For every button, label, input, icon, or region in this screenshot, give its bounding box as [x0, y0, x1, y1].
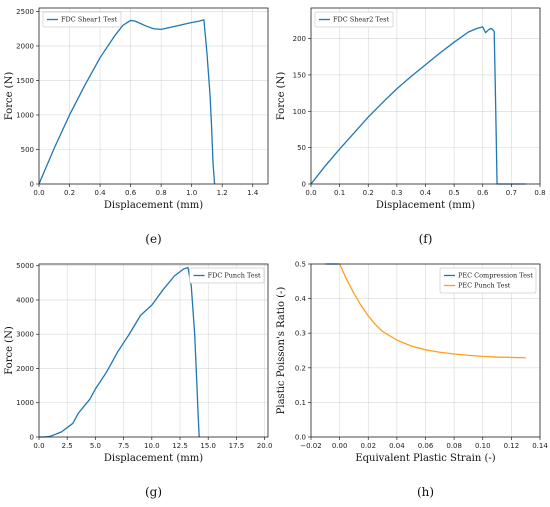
chart-h: −0.02 0.00 0.02 0.04 0.06 0.08 0.10 0.12 0.14 0.0…	[276, 261, 548, 500]
x-axis-label: Displacement (mm)	[376, 200, 475, 211]
y-tick-label: 4000	[16, 296, 34, 304]
legend-box	[189, 267, 265, 284]
y-tick-label: 2000	[16, 365, 34, 373]
y-tick-label: 100	[293, 108, 306, 116]
y-tick-label: 1000	[16, 399, 34, 407]
series-line-2	[339, 263, 526, 359]
legend-entry: PEC Compression Test	[458, 272, 533, 280]
y-tick-label: 50	[297, 144, 306, 152]
y-tick-label: 1000	[16, 111, 34, 119]
panel-caption: (h)	[417, 485, 434, 499]
legend-box	[314, 11, 394, 28]
plot-frame	[38, 7, 269, 185]
y-axis-label: Force (N)	[4, 326, 15, 375]
x-tick-label: 20.0	[257, 442, 273, 450]
y-tick-label: 0.2	[295, 364, 306, 372]
panel-caption: (f)	[419, 232, 433, 246]
x-tick-label: 17.5	[229, 442, 245, 450]
y-tick-label: 0	[30, 181, 34, 189]
legend-entry: FDC Shear2 Test	[333, 16, 389, 24]
x-tick-label: 15.0	[200, 442, 216, 450]
legend: FDC Shear2 Test	[314, 11, 394, 28]
chart-g: 0.0 2.5 5.0 7.5 10.0 12.5 15.0 17.5 20.0 0 1000 200…	[4, 262, 272, 499]
legend: PEC Compression Test PEC Punch Test	[439, 267, 537, 294]
chart-e: 0.0 0.2 0.4 0.6 0.8 1.0 1.2 1.4 0 500 1000 1500 2000…	[4, 7, 269, 246]
x-tick-label: 0.12	[504, 442, 520, 450]
chart-f: 0.0 0.1 0.2 0.3 0.4 0.5 0.6 0.7 0.8 0 50 100 150 200 D…	[276, 7, 546, 246]
x-tick-label: 0.2	[363, 189, 374, 197]
panel-caption: (e)	[145, 232, 161, 246]
x-tick-label: 0.7	[506, 189, 517, 197]
x-tick-label: 0.8	[156, 189, 167, 197]
y-tick-label: 3000	[16, 331, 34, 339]
x-tick-label: 0.5	[449, 189, 460, 197]
series-line-1	[310, 26, 526, 185]
legend-entry: FDC Shear1 Test	[61, 16, 117, 24]
legend: FDC Shear1 Test	[42, 11, 122, 28]
x-tick-label: 2.5	[62, 442, 73, 450]
x-axis-label: Displacement (mm)	[104, 453, 203, 464]
y-tick-label: 500	[21, 146, 34, 154]
x-tick-label: 10.0	[144, 442, 160, 450]
x-tick-label: 0.4	[420, 189, 432, 197]
legend-entry: PEC Punch Test	[458, 282, 511, 290]
x-tick-label: 0.02	[360, 442, 376, 450]
x-tick-label: 0.0	[33, 189, 44, 197]
x-tick-label: 7.5	[118, 442, 129, 450]
y-tick-label: 0	[302, 181, 306, 189]
legend-entry: FDC Punch Test	[208, 272, 261, 280]
x-tick-label: 0.8	[534, 189, 545, 197]
x-tick-label: 1.0	[186, 189, 197, 197]
x-tick-label: 0.1	[334, 189, 345, 197]
y-axis-label: Force (N)	[276, 72, 287, 121]
x-tick-label: 0.0	[33, 442, 44, 450]
x-tick-label: 0.2	[64, 189, 75, 197]
x-tick-label: 5.0	[90, 442, 101, 450]
plot-frame	[38, 263, 269, 438]
y-tick-label: 0.3	[295, 330, 306, 338]
x-axis-label: Displacement (mm)	[104, 200, 203, 211]
panel-caption: (g)	[145, 485, 162, 499]
x-tick-label: 0.6	[477, 189, 489, 197]
x-tick-label: 0.14	[532, 442, 548, 450]
y-tick-label: 0.1	[295, 399, 306, 407]
legend-box	[439, 267, 537, 294]
x-tick-label: 1.4	[247, 189, 259, 197]
y-tick-label: 0.0	[295, 434, 306, 442]
y-tick-label: 1500	[16, 77, 34, 85]
x-tick-label: 0.6	[125, 189, 137, 197]
x-tick-label: 1.2	[217, 189, 228, 197]
y-tick-label: 0.5	[295, 261, 306, 269]
y-tick-label: 0	[30, 434, 34, 442]
series-line-1	[39, 266, 200, 438]
y-tick-label: 150	[293, 71, 306, 79]
x-tick-label: 0.0	[305, 189, 316, 197]
x-tick-label: 12.5	[172, 442, 188, 450]
x-tick-label: 0.00	[332, 442, 348, 450]
legend-box	[42, 11, 122, 28]
y-tick-label: 200	[293, 35, 306, 43]
y-tick-label: 2500	[16, 8, 34, 16]
x-tick-label: −0.02	[300, 442, 321, 450]
x-tick-label: 0.4	[94, 189, 106, 197]
x-tick-label: 0.10	[475, 442, 491, 450]
x-tick-label: 0.08	[446, 442, 462, 450]
x-tick-label: 0.04	[389, 442, 405, 450]
legend: FDC Punch Test	[189, 267, 265, 284]
y-tick-label: 5000	[16, 262, 34, 270]
y-axis-label: Force (N)	[4, 72, 15, 121]
x-axis-label: Equivalent Plastic Strain (-)	[355, 453, 495, 464]
x-tick-label: 0.06	[418, 442, 434, 450]
y-tick-label: 0.4	[295, 295, 307, 303]
y-axis-label: Plastic Poisson's Ratio (-)	[276, 287, 287, 415]
x-tick-label: 0.3	[391, 189, 402, 197]
y-tick-label: 2000	[16, 42, 34, 50]
series-line-1	[38, 19, 216, 185]
